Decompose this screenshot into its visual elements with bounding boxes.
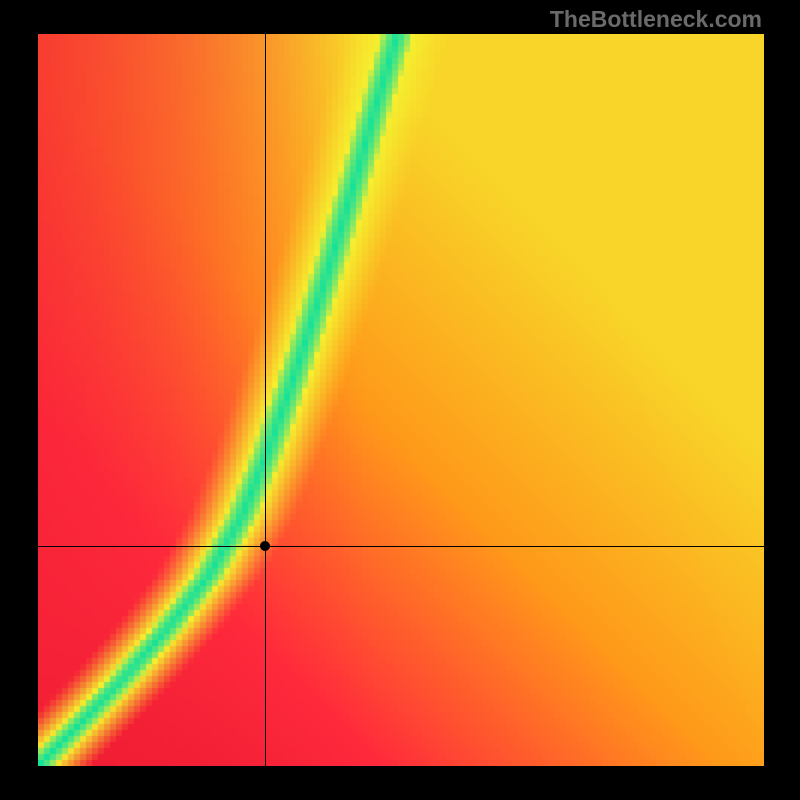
heatmap-canvas xyxy=(38,34,764,766)
watermark-text: TheBottleneck.com xyxy=(550,6,762,33)
chart-container: TheBottleneck.com xyxy=(0,0,800,800)
marker-dot xyxy=(260,541,270,551)
crosshair-horizontal xyxy=(38,546,764,547)
crosshair-vertical xyxy=(265,34,266,766)
heatmap-plot xyxy=(38,34,764,766)
